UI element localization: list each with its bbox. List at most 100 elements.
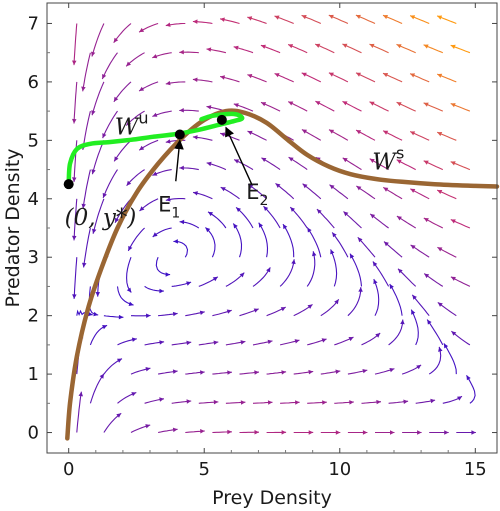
- field-arrowhead: [193, 191, 198, 196]
- field-arrowhead: [172, 369, 178, 374]
- field-arrowhead: [396, 44, 402, 49]
- field-arrowhead: [179, 219, 185, 225]
- field-arrowhead: [390, 430, 395, 435]
- field-arrowhead: [72, 235, 77, 241]
- field-arrowhead: [192, 77, 198, 82]
- field-arrowhead: [165, 197, 171, 202]
- field-arrowhead: [82, 262, 87, 268]
- field-arrowhead: [247, 74, 253, 79]
- field-arrowhead: [398, 268, 403, 274]
- field-arrowhead: [437, 73, 443, 78]
- field-arrowhead: [227, 370, 232, 375]
- field-arrowhead: [165, 139, 171, 144]
- field-arrowhead: [280, 307, 286, 312]
- field-arrowhead: [165, 22, 171, 27]
- field-arrowhead: [342, 43, 348, 48]
- field-arrowhead: [91, 169, 96, 175]
- field-arrowhead: [234, 159, 240, 164]
- e1-pointer-arrow: [174, 139, 184, 182]
- field-arrowhead: [266, 267, 271, 273]
- x-tick-label: 0: [63, 459, 74, 480]
- field-arrowhead: [145, 424, 151, 429]
- field-arrowhead: [437, 190, 443, 194]
- field-arrowhead: [81, 86, 86, 92]
- field-arrowhead: [389, 284, 394, 289]
- e2-label: E2: [246, 180, 268, 209]
- field-arrowhead: [315, 43, 321, 48]
- field-arrowhead: [383, 130, 389, 135]
- field-streamline: [113, 81, 132, 103]
- field-streamline: [92, 198, 105, 234]
- field-streamline: [372, 261, 390, 287]
- field-arrowhead: [172, 427, 178, 433]
- field-arrowhead: [410, 73, 416, 78]
- field-arrowhead: [91, 51, 96, 57]
- field-arrowhead: [131, 392, 137, 397]
- vector-field: [72, 14, 476, 435]
- field-streamline: [126, 257, 132, 293]
- field-arrowhead: [308, 430, 314, 435]
- e1-label: E1: [158, 193, 180, 222]
- field-arrowhead: [349, 400, 354, 405]
- field-streamline: [114, 198, 132, 223]
- field-arrowhead: [126, 61, 131, 67]
- field-streamline: [205, 227, 216, 258]
- field-arrowhead: [192, 19, 198, 24]
- field-arrowhead: [443, 343, 449, 349]
- field-arrowhead: [291, 259, 296, 265]
- field-arrowhead: [427, 319, 432, 325]
- field-arrowhead: [78, 391, 83, 397]
- field-arrowhead: [173, 239, 178, 244]
- unstable-manifold-label: Wu: [115, 108, 149, 140]
- field-arrowhead: [159, 340, 165, 345]
- field-arrowhead: [450, 44, 456, 49]
- field-arrowhead: [152, 54, 158, 59]
- field-arrowhead: [281, 430, 287, 435]
- field-arrowhead: [95, 292, 100, 297]
- field-arrowhead: [236, 207, 241, 212]
- field-arrowhead: [81, 203, 86, 209]
- field-arrowhead: [139, 27, 145, 33]
- field-streamline: [410, 309, 419, 346]
- field-arrowhead: [102, 74, 107, 79]
- field-arrowhead: [186, 399, 192, 404]
- field-arrowhead: [328, 14, 334, 19]
- field-arrowhead: [206, 105, 212, 110]
- field-arrowhead: [423, 160, 429, 165]
- field-arrowhead: [179, 49, 184, 55]
- field-arrowhead: [139, 86, 145, 91]
- field-streamline: [443, 343, 457, 375]
- field-arrowhead: [263, 206, 269, 211]
- x-tick-label: 5: [199, 459, 210, 480]
- field-streamline: [252, 267, 271, 287]
- field-arrowhead: [307, 304, 313, 309]
- field-arrowhead: [410, 244, 416, 250]
- field-arrowhead: [357, 237, 363, 243]
- field-arrowhead: [437, 247, 443, 252]
- axis-ticks: 0 5 10 15 0 1 2 3 4 5 6 7: [28, 3, 497, 480]
- field-arrowhead: [92, 228, 97, 234]
- field-arrowhead: [288, 44, 294, 49]
- field-arrowhead: [146, 313, 151, 318]
- field-arrowhead: [451, 331, 457, 336]
- field-streamline: [331, 232, 349, 258]
- field-arrowhead: [126, 287, 132, 293]
- field-arrowhead: [199, 310, 205, 315]
- field-streamline: [388, 319, 404, 346]
- equilibrium-point: [63, 179, 74, 190]
- field-arrowhead: [369, 43, 375, 48]
- field-arrowhead: [410, 131, 416, 136]
- field-streamline: [113, 23, 132, 44]
- field-arrowhead: [308, 369, 314, 375]
- field-arrowhead: [328, 72, 334, 77]
- field-arrowhead: [383, 187, 389, 192]
- field-streamline: [282, 223, 295, 258]
- y-tick-label: 7: [28, 13, 39, 34]
- field-streamline: [232, 223, 243, 258]
- field-arrowhead: [116, 413, 122, 418]
- field-arrowhead: [375, 333, 381, 338]
- field-streamline: [349, 253, 363, 287]
- field-arrowhead: [316, 209, 322, 214]
- field-arrowhead: [471, 430, 476, 435]
- field-arrowhead: [450, 103, 456, 108]
